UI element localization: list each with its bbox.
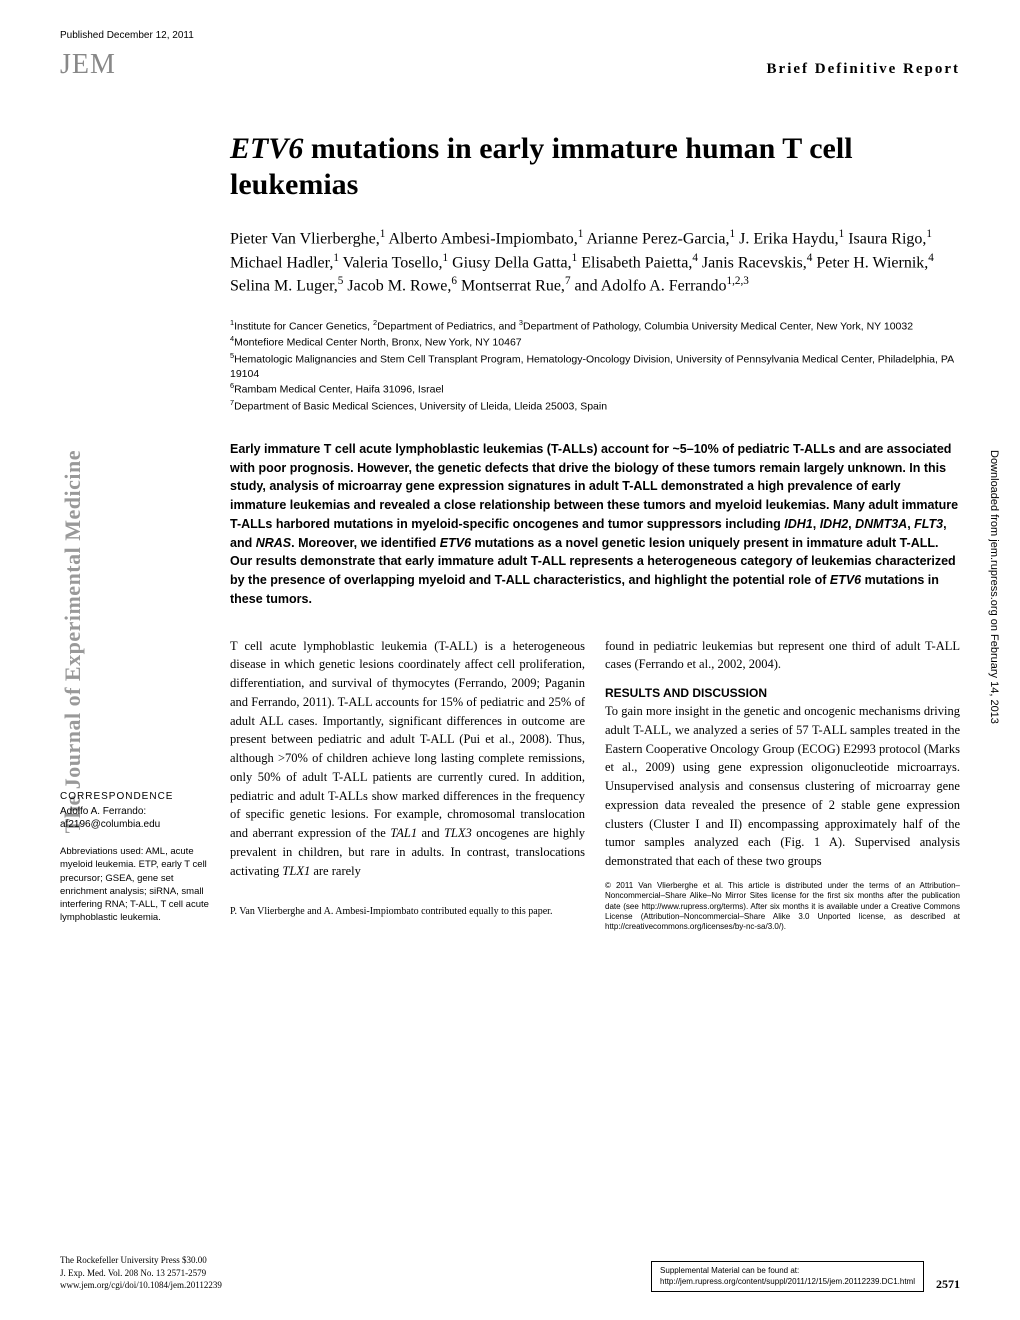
correspondence-name: Adolfo A. Ferrando: [60,805,210,818]
body-col2: To gain more insight in the genetic and … [605,704,960,868]
affiliation-line: 6Rambam Medical Center, Haifa 31096, Isr… [230,381,960,397]
contribution-note: P. Van Vlierberghe and A. Ambesi-Impiomb… [230,904,585,919]
correspondence-email: af2196@columbia.edu [60,818,210,831]
affiliation-line: 1Institute for Cancer Genetics, 2Departm… [230,318,960,334]
affiliation-line: 4Montefiore Medical Center North, Bronx,… [230,334,960,350]
supplemental-box: Supplemental Material can be found at: h… [651,1261,924,1292]
publisher-line: The Rockefeller University Press $30.00 [60,1254,222,1267]
article-title: ETV6 mutations in early immature human T… [230,131,960,203]
page-number: 2571 [936,1277,960,1292]
publication-info: The Rockefeller University Press $30.00 … [60,1254,222,1292]
footer: The Rockefeller University Press $30.00 … [60,1254,960,1292]
published-date: Published December 12, 2011 [60,30,960,41]
download-info-sidebar: Downloaded from jem.rupress.org on Febru… [988,450,1000,724]
authors-list: Pieter Van Vlierberghe,1 Alberto Ambesi-… [230,227,960,298]
section-heading: RESULTS AND DISCUSSION [605,684,960,702]
copyright-notice: © 2011 Van Vlierberghe et al. This artic… [605,881,960,933]
supp-url: http://jem.rupress.org/content/suppl/201… [660,1277,915,1287]
affiliation-line: 5Hematologic Malignancies and Stem Cell … [230,351,960,382]
correspondence-label: CORRESPONDENCE [60,790,210,803]
affiliations-list: 1Institute for Cancer Genetics, 2Departm… [230,318,960,414]
body-col1: T cell acute lymphoblastic leukemia (T-A… [230,639,585,878]
citation-line: J. Exp. Med. Vol. 208 No. 13 2571-2579 [60,1267,222,1280]
title-rest: mutations in early immature human T cell… [230,132,853,201]
abstract: Early immature T cell acute lymphoblasti… [230,440,960,609]
correspondence-box: CORRESPONDENCE Adolfo A. Ferrando: af219… [60,790,210,925]
header: JEM Brief Definitive Report [60,49,960,81]
report-type: Brief Definitive Report [767,61,960,78]
affiliation-line: 7Department of Basic Medical Sciences, U… [230,398,960,414]
supp-label: Supplemental Material can be found at: [660,1266,915,1276]
column-left: T cell acute lymphoblastic leukemia (T-A… [230,637,585,933]
title-gene: ETV6 [230,132,303,165]
body-text: T cell acute lymphoblastic leukemia (T-A… [230,637,960,933]
abbreviations: Abbreviations used: AML, acute myeloid l… [60,845,210,925]
body-col2-top: found in pediatric leukemias but represe… [605,639,960,672]
doi-line: www.jem.org/cgi/doi/10.1084/jem.20112239 [60,1279,222,1292]
journal-name-sidebar: The Journal of Experimental Medicine [60,450,86,833]
journal-logo: JEM [60,49,116,81]
column-right: found in pediatric leukemias but represe… [605,637,960,933]
